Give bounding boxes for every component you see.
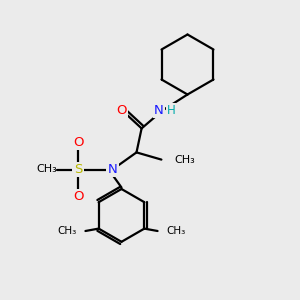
Text: N: N: [108, 163, 117, 176]
Text: N: N: [154, 104, 164, 117]
Text: H: H: [167, 104, 176, 117]
Text: CH₃: CH₃: [167, 226, 186, 236]
Text: CH₃: CH₃: [57, 226, 76, 236]
Text: O: O: [73, 190, 83, 203]
Text: O: O: [116, 104, 127, 118]
Text: CH₃: CH₃: [36, 164, 57, 175]
Text: O: O: [73, 136, 83, 149]
Text: S: S: [74, 163, 82, 176]
Text: CH₃: CH₃: [174, 154, 195, 165]
